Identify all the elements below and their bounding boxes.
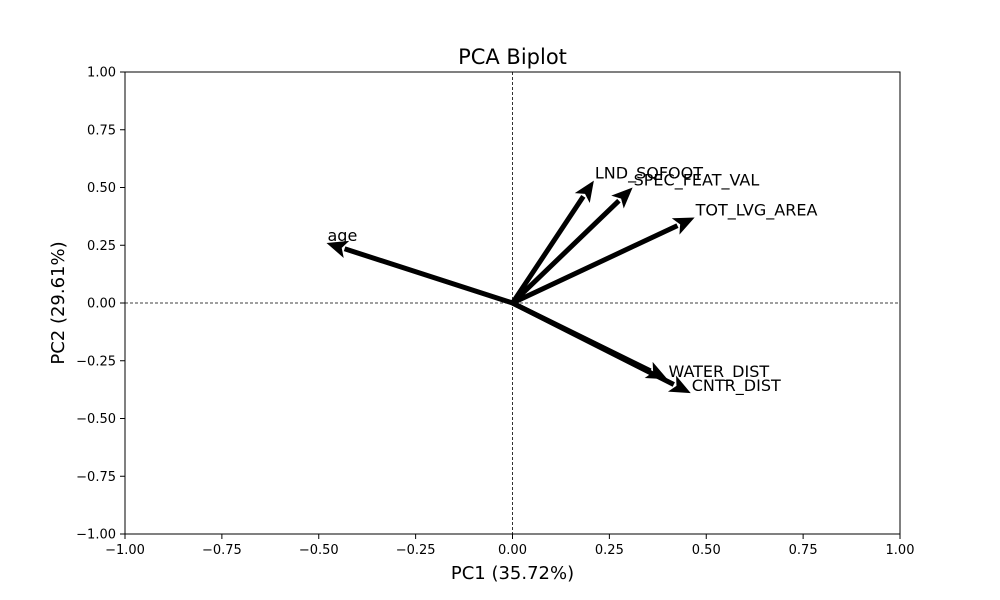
- y-tick-label: −0.75: [76, 470, 116, 485]
- loading-arrow-head-age: [326, 240, 350, 258]
- loading-arrow-shaft-spec-feat-val: [510, 198, 621, 305]
- x-tick-label: 0.75: [789, 543, 818, 558]
- loading-arrow-head-tot-lvg-area: [671, 217, 695, 235]
- x-tick-label: 0.00: [498, 543, 527, 558]
- x-tick-label: −0.25: [396, 543, 436, 558]
- loading-label-age: age: [328, 226, 358, 245]
- y-tick-label: 1.00: [87, 66, 116, 81]
- x-tick-label: 0.25: [595, 543, 624, 558]
- y-tick-label: 0.25: [87, 239, 116, 254]
- x-axis-label: PC1 (35.72%): [451, 563, 574, 584]
- y-tick-label: 0.00: [87, 297, 116, 312]
- y-tick-label: −0.25: [76, 354, 116, 369]
- loading-label-lnd-sqfoot: LND_SQFOOT: [595, 164, 703, 184]
- loading-arrow-shaft-cntr-dist: [511, 300, 675, 387]
- loading-arrow-head-lnd-sqfoot: [574, 180, 594, 204]
- x-tick-label: −1.00: [105, 543, 145, 558]
- plot-area: −1.00 −0.75 −0.50 −0.25 0.00 0.25 0.50 0.75 1.00…: [76, 66, 914, 559]
- y-axis-label: PC2 (29.61%): [48, 241, 69, 364]
- loading-arrow-shaft-age: [343, 246, 514, 306]
- loading-label-cntr-dist: CNTR_DIST: [692, 376, 781, 396]
- loading-arrow-shaft-tot-lvg-area: [511, 223, 679, 306]
- loading-arrow-shaft-lnd-sqfoot: [510, 195, 586, 305]
- x-tick-label: −0.50: [299, 543, 339, 558]
- y-tick-label: −0.50: [76, 412, 116, 427]
- loading-label-water-dist: WATER_DIST: [669, 362, 770, 382]
- loading-arrow-head-cntr-dist: [667, 375, 691, 394]
- x-tick-label: 1.00: [886, 543, 915, 558]
- loading-label-spec-feat-val: SPEC_FEAT_VAL: [634, 171, 760, 191]
- x-tick-label: 0.50: [692, 543, 721, 558]
- y-tick-label: 0.50: [87, 181, 116, 196]
- chart-title: PCA Biplot: [458, 45, 567, 69]
- y-tick-label: −1.00: [76, 528, 116, 543]
- loading-label-tot-lvg-area: TOT_LVG_AREA: [695, 201, 818, 221]
- loading-arrow-head-spec-feat-val: [611, 187, 633, 209]
- y-tick-label: 0.75: [87, 123, 116, 138]
- x-tick-label: −0.75: [202, 543, 242, 558]
